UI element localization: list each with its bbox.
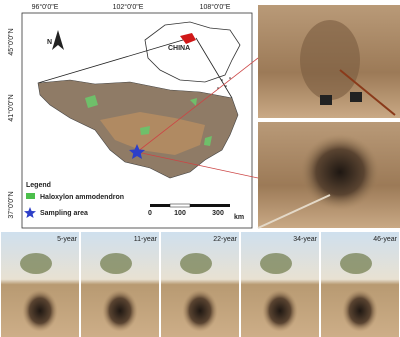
connector <box>136 151 259 179</box>
scale-unit: km <box>234 214 244 221</box>
legend-item: Haloxylon ammodendron <box>40 194 124 201</box>
lon-label: 102°0'0"E <box>113 3 144 11</box>
photo: 46-year <box>321 232 399 337</box>
photo: 11-year <box>81 232 159 337</box>
photo-shrub <box>260 253 292 274</box>
connector <box>195 37 233 99</box>
photo-pit <box>342 289 378 332</box>
connector <box>136 57 259 153</box>
photo-shrub <box>180 253 212 274</box>
photo-pit <box>182 289 218 332</box>
photo-pit <box>22 289 58 332</box>
scale-label: 100 <box>174 210 186 217</box>
photo-label: 5-year <box>57 236 78 243</box>
photo-shrub <box>100 253 132 274</box>
legend-item: Sampling area <box>40 210 88 217</box>
lon-label: 96°0'0"E <box>32 3 59 11</box>
inset-label: CHINA <box>168 45 190 52</box>
photo-shrub <box>340 253 372 274</box>
photo: 22-year <box>161 232 239 337</box>
north-arrow: N <box>47 30 64 50</box>
photo: 34-year <box>241 232 319 337</box>
vegetation-patches <box>85 95 212 146</box>
photo-shrub <box>20 253 52 274</box>
inset-map: CHINA <box>144 21 241 89</box>
lon-label: 108°0'0"E <box>200 3 231 11</box>
scale-label: 0 <box>148 210 152 217</box>
photo-pit-top <box>258 5 400 118</box>
photo-pit <box>102 289 138 332</box>
legend-swatch <box>26 193 35 199</box>
desert-area <box>100 112 205 155</box>
photo-label: 46-year <box>373 236 397 243</box>
lat-label: 41°0'0"N <box>7 94 15 121</box>
connector <box>37 39 184 84</box>
photo-label: 22-year <box>213 236 237 243</box>
photo-pit-tunnel <box>257 122 400 229</box>
lat-label: 37°0'0"N <box>7 191 15 218</box>
lat-label: 45°0'0"N <box>7 28 15 55</box>
scale-bar <box>150 203 230 208</box>
photo-pit <box>262 289 298 332</box>
scale-label: 300 <box>212 210 224 217</box>
north-label: N <box>47 39 52 46</box>
photo-label: 11-year <box>134 236 158 243</box>
legend-star <box>24 207 36 218</box>
photo: 5-year <box>1 232 79 337</box>
legend-title: Legend <box>26 182 51 189</box>
sampling-star <box>129 144 145 159</box>
photo-label: 34-year <box>293 236 317 243</box>
